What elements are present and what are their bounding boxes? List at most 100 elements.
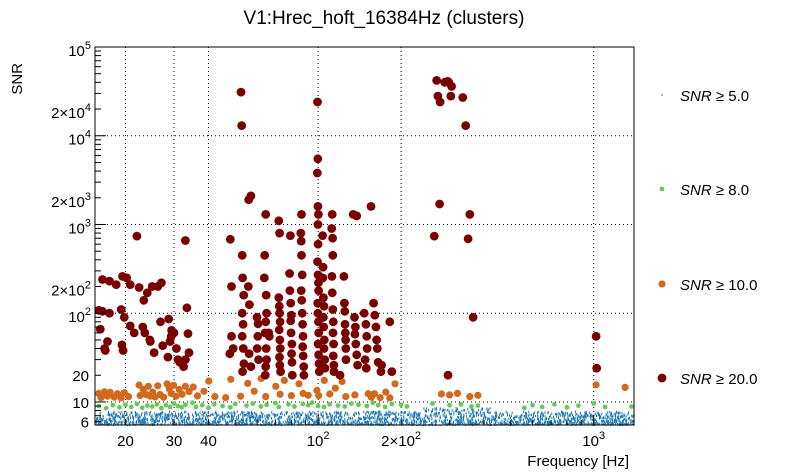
noise-point — [390, 412, 392, 416]
noise-point — [414, 420, 416, 423]
noise-point — [141, 422, 143, 425]
noise-point — [113, 423, 114, 425]
noise-point — [492, 417, 494, 420]
noise-point — [558, 419, 560, 423]
data-point — [351, 391, 359, 399]
noise-point — [362, 423, 364, 426]
noise-point — [457, 415, 459, 419]
noise-point — [461, 409, 463, 412]
noise-point — [496, 415, 498, 418]
noise-point — [619, 423, 621, 426]
noise-point — [216, 422, 218, 425]
noise-point — [418, 416, 420, 420]
noise-point — [529, 413, 531, 417]
noise-point — [426, 410, 427, 413]
noise-point — [312, 414, 314, 417]
noise-point — [370, 416, 372, 420]
noise-point — [192, 421, 193, 424]
noise-point — [477, 423, 479, 425]
noise-point — [576, 422, 578, 425]
noise-point — [165, 418, 167, 422]
noise-point — [186, 417, 188, 420]
noise-point — [216, 414, 218, 417]
data-point — [305, 402, 311, 408]
data-point — [318, 273, 328, 283]
noise-point — [375, 423, 377, 426]
noise-point — [594, 412, 596, 416]
noise-point — [136, 414, 138, 418]
noise-point — [425, 409, 427, 412]
noise-point — [360, 417, 362, 420]
noise-point — [592, 414, 594, 418]
noise-point — [242, 420, 244, 424]
noise-point — [138, 420, 140, 423]
noise-point — [241, 412, 243, 415]
data-point — [250, 387, 258, 395]
noise-point — [469, 419, 471, 422]
noise-point — [404, 411, 406, 414]
noise-point — [556, 413, 558, 416]
noise-point — [257, 419, 259, 422]
noise-point — [501, 422, 503, 425]
noise-point — [581, 419, 583, 423]
data-point — [521, 405, 527, 411]
noise-point — [461, 421, 463, 424]
noise-point — [119, 415, 121, 419]
noise-point — [357, 419, 359, 422]
data-point — [276, 367, 285, 376]
noise-point — [489, 407, 491, 410]
noise-point — [237, 423, 239, 426]
y-tick-label: 2×103 — [51, 191, 91, 211]
noise-point — [380, 423, 382, 426]
noise-point — [186, 419, 188, 422]
data-point — [315, 403, 321, 409]
y-tick-label: 6 — [81, 415, 89, 432]
noise-point — [563, 412, 565, 415]
noise-point — [488, 411, 490, 415]
noise-point — [285, 420, 287, 423]
noise-point — [249, 418, 251, 422]
noise-point — [225, 413, 227, 416]
noise-point — [631, 419, 633, 422]
noise-point — [233, 414, 235, 417]
data-point — [205, 377, 213, 385]
noise-point — [286, 417, 288, 421]
data-point — [320, 376, 328, 384]
noise-point — [161, 412, 163, 415]
noise-point — [334, 411, 336, 414]
noise-point — [470, 420, 472, 423]
data-point — [299, 370, 309, 380]
noise-point — [449, 422, 451, 425]
data-point — [352, 350, 362, 360]
noise-point — [615, 414, 617, 417]
noise-point — [474, 423, 475, 425]
noise-point — [389, 414, 391, 417]
noise-point — [123, 422, 125, 425]
noise-point — [320, 411, 322, 415]
noise-point — [393, 417, 395, 420]
data-point — [105, 308, 114, 318]
noise-point — [584, 411, 586, 414]
noise-point — [274, 418, 276, 421]
noise-point — [334, 414, 336, 417]
noise-point — [115, 412, 117, 416]
noise-point — [453, 411, 455, 414]
noise-point — [254, 422, 256, 426]
noise-point — [380, 419, 382, 422]
noise-point — [513, 418, 515, 421]
noise-point — [288, 415, 290, 419]
noise-point — [235, 418, 237, 421]
noise-point — [288, 418, 290, 421]
noise-point — [603, 416, 604, 419]
noise-point — [344, 418, 346, 421]
noise-point — [549, 420, 551, 424]
noise-point — [407, 418, 409, 422]
noise-point — [463, 413, 465, 416]
noise-point — [377, 415, 379, 419]
noise-point — [133, 416, 135, 420]
noise-point — [188, 417, 190, 420]
noise-point — [187, 412, 189, 416]
data-point — [297, 270, 307, 280]
data-point — [328, 351, 338, 361]
